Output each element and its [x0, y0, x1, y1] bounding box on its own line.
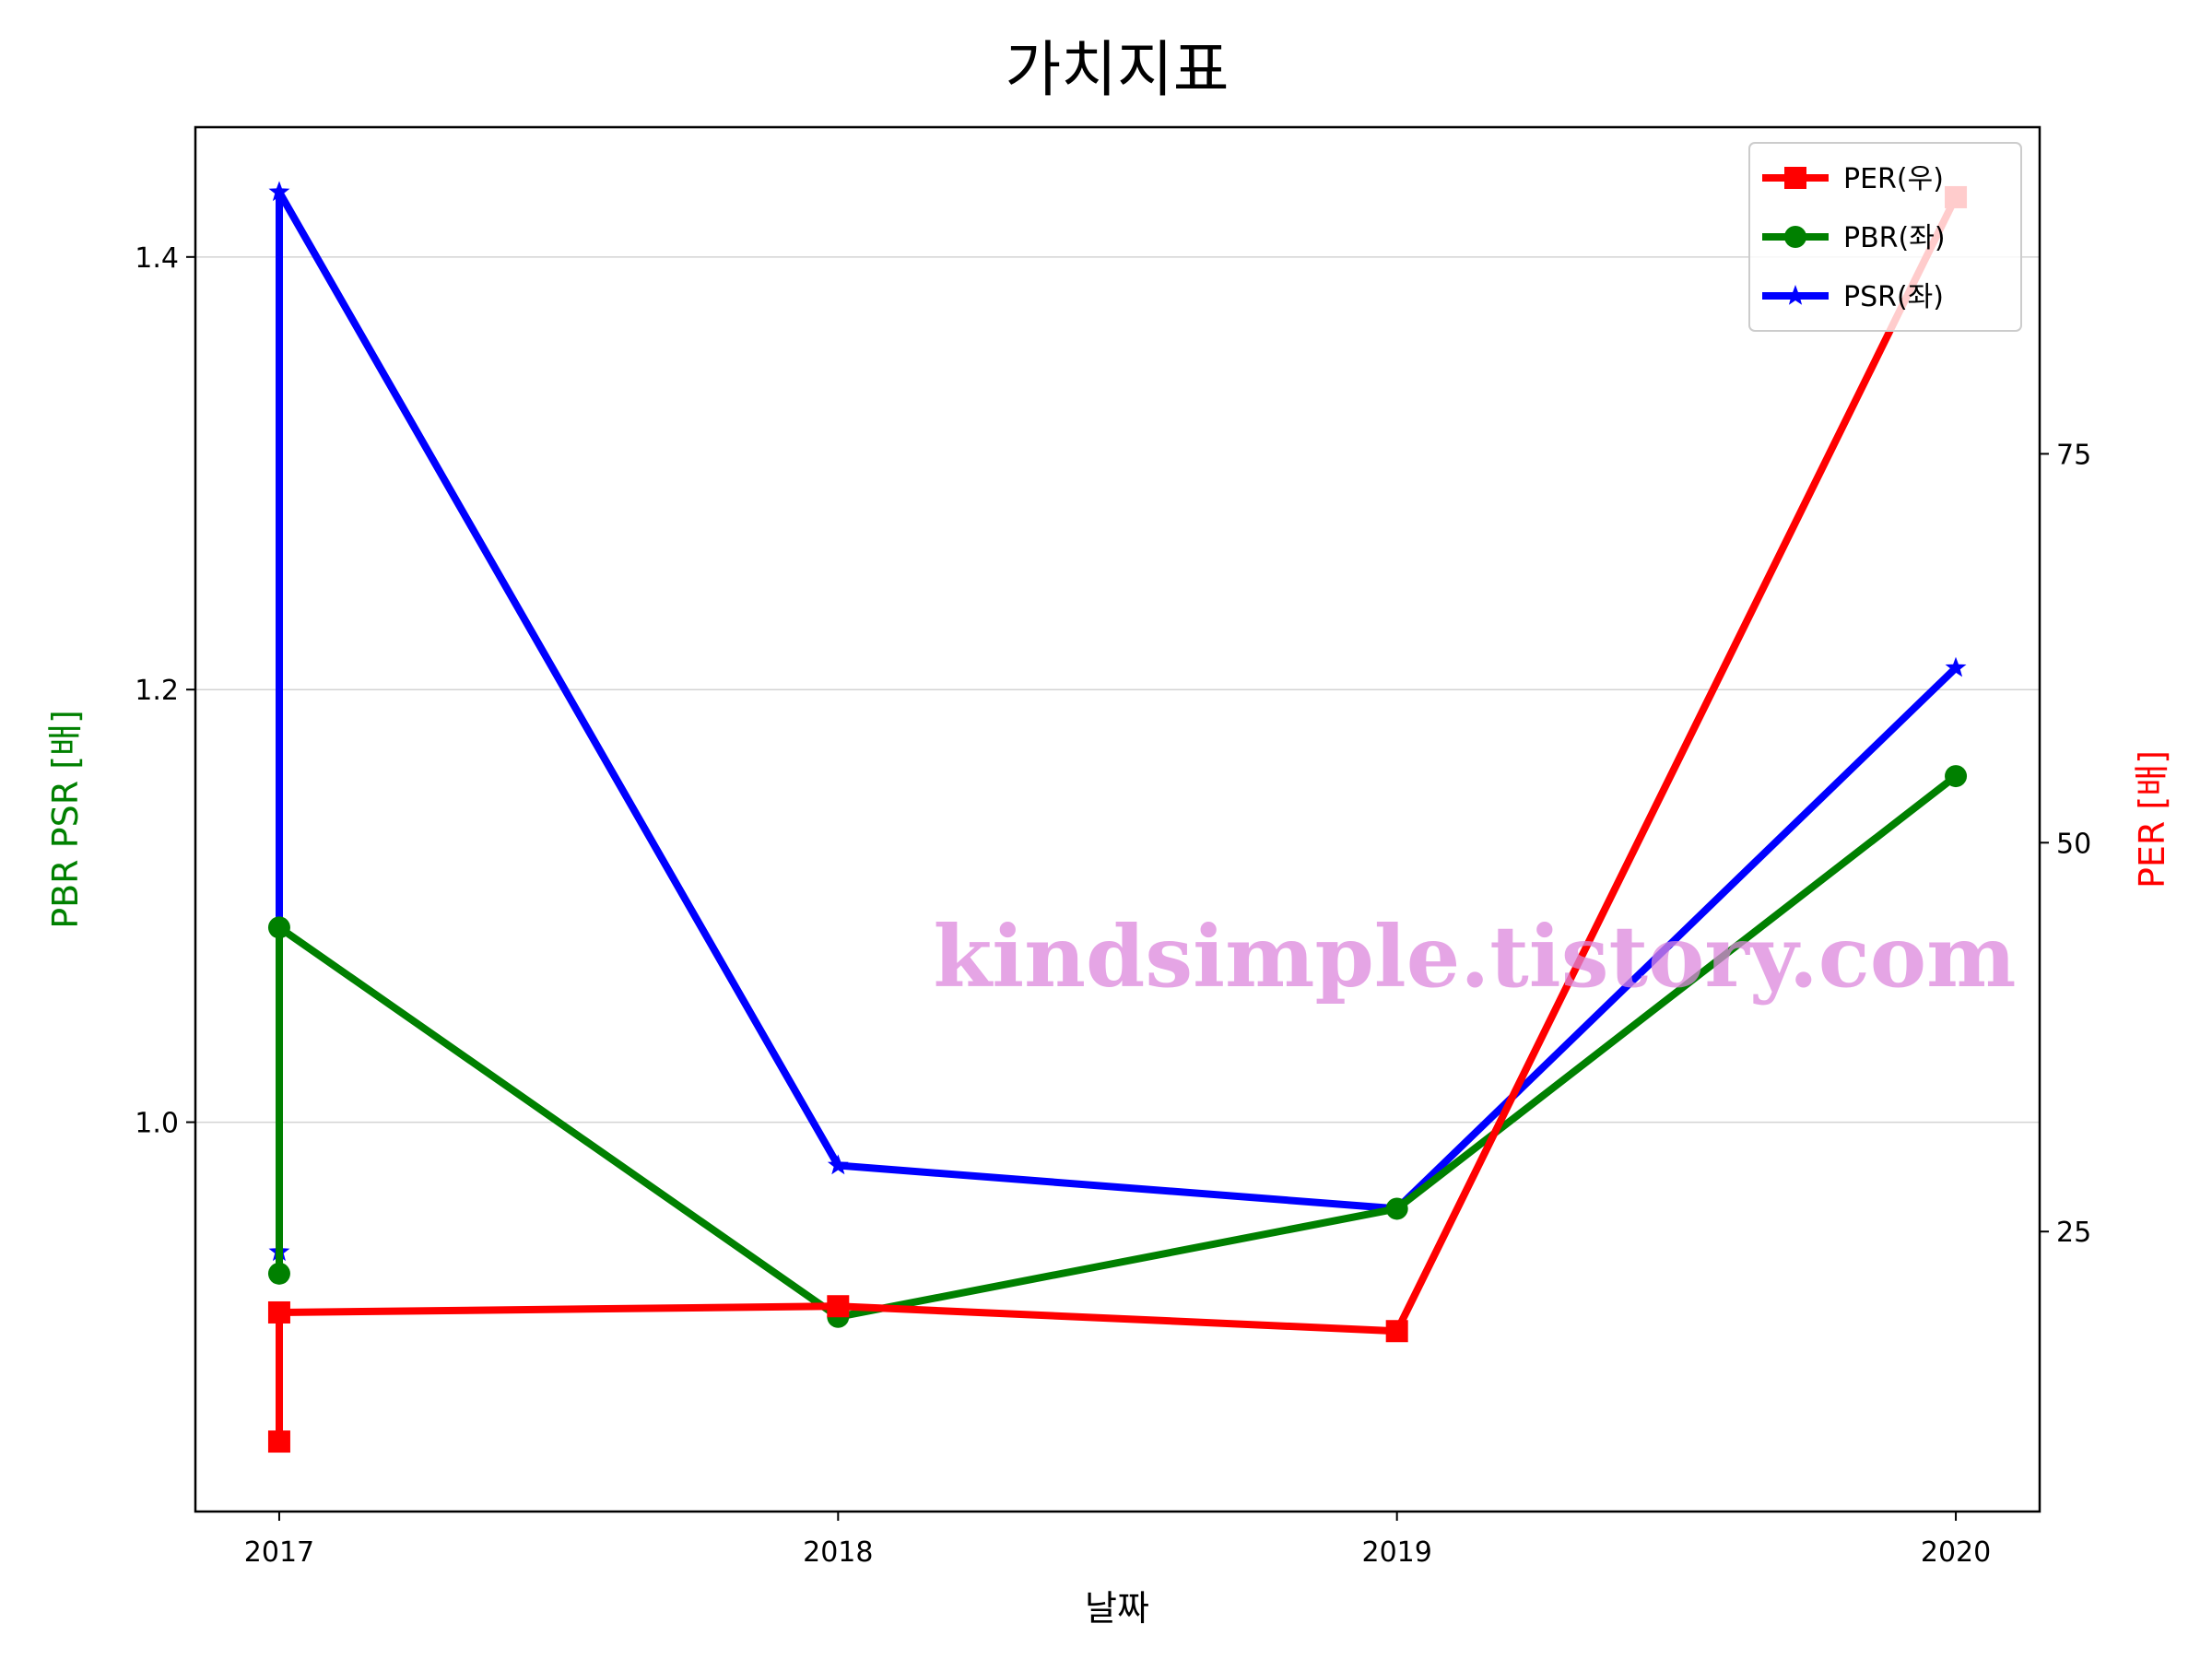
- marker-star: [268, 181, 290, 202]
- marker-square: [827, 1295, 850, 1318]
- y-left-tick-label: 1.0: [135, 1108, 179, 1140]
- y-left-tick-label: 1.4: [135, 242, 179, 275]
- marker-star: [827, 1154, 849, 1175]
- series-lines: [267, 181, 1968, 1453]
- marker-circle: [1385, 1197, 1408, 1220]
- marker-circle: [267, 916, 290, 939]
- legend-label: PER(우): [1843, 163, 1944, 195]
- legend-label: PSR(좌): [1843, 281, 1944, 313]
- marker-star: [1784, 285, 1806, 305]
- legend: PER(우) PBR(좌) PSR(좌): [1748, 142, 2022, 332]
- gridlines: [195, 256, 2040, 1124]
- legend-box: [1748, 142, 2022, 332]
- marker-square: [1784, 167, 1806, 189]
- y-right-tick-label: 75: [2056, 439, 2091, 471]
- x-axis-ticks: 2017 2018 2019 2020: [244, 1512, 1991, 1569]
- marker-circle: [1784, 226, 1806, 248]
- marker-circle: [1945, 765, 1968, 788]
- y-left-tick-label: 1.2: [135, 675, 179, 707]
- x-tick-label: 2017: [244, 1536, 314, 1569]
- x-axis-label: 날짜: [1085, 1588, 1149, 1629]
- plot-frame: [194, 125, 2041, 1513]
- legend-label: PBR(좌): [1843, 222, 1946, 254]
- watermark: kindsimple.tistory.com: [933, 907, 2016, 1006]
- x-tick-label: 2018: [803, 1536, 873, 1569]
- y-axis-right-label: PER [배]: [2132, 750, 2172, 888]
- marker-square: [1385, 1320, 1408, 1343]
- marker-star: [1945, 656, 1967, 677]
- y-axis-left-ticks: 1.0 1.2 1.4: [135, 242, 195, 1140]
- marker-square: [267, 1430, 290, 1453]
- marker-circle: [267, 1262, 290, 1285]
- chart-title: 가치지표: [1006, 34, 1230, 105]
- y-axis-right-ticks: 25 50 75: [2040, 439, 2091, 1249]
- x-tick-label: 2020: [1921, 1536, 1991, 1569]
- y-right-tick-label: 25: [2056, 1217, 2091, 1249]
- x-tick-label: 2019: [1362, 1536, 1432, 1569]
- marker-square: [267, 1300, 290, 1324]
- y-right-tick-label: 50: [2056, 828, 2091, 860]
- y-axis-left-label: PBR PSR [배]: [45, 710, 86, 929]
